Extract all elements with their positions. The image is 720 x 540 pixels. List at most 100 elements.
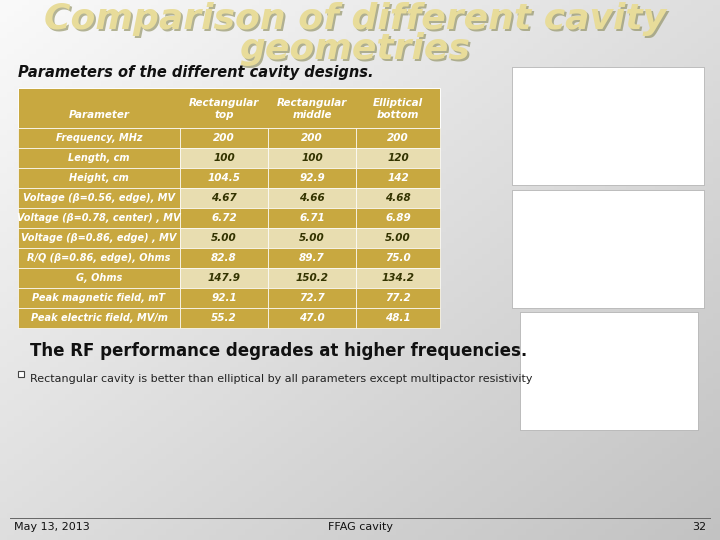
Bar bbox=[268, 248, 356, 268]
Bar bbox=[18, 88, 440, 128]
Bar bbox=[356, 288, 440, 308]
Text: 120: 120 bbox=[387, 153, 409, 163]
Text: 134.2: 134.2 bbox=[382, 273, 415, 283]
Bar bbox=[520, 312, 698, 430]
Text: 92.1: 92.1 bbox=[211, 293, 237, 303]
Bar bbox=[268, 148, 356, 168]
Text: Parameter: Parameter bbox=[68, 110, 130, 120]
Bar bbox=[18, 308, 180, 328]
Text: geometries: geometries bbox=[242, 34, 472, 68]
Bar bbox=[180, 168, 268, 188]
Bar bbox=[18, 228, 180, 248]
Bar bbox=[268, 128, 356, 148]
Text: R/Q (β=0.86, edge), Ohms: R/Q (β=0.86, edge), Ohms bbox=[27, 253, 171, 263]
Text: 4.67: 4.67 bbox=[211, 193, 237, 203]
Text: 200: 200 bbox=[387, 133, 409, 143]
Bar bbox=[18, 208, 180, 228]
Text: 77.2: 77.2 bbox=[385, 293, 411, 303]
Bar bbox=[356, 148, 440, 168]
Bar bbox=[18, 288, 180, 308]
Text: 5.00: 5.00 bbox=[299, 233, 325, 243]
Bar bbox=[268, 288, 356, 308]
Text: 6.72: 6.72 bbox=[211, 213, 237, 223]
Text: geometries: geometries bbox=[240, 32, 470, 66]
Bar bbox=[356, 228, 440, 248]
Text: 48.1: 48.1 bbox=[385, 313, 411, 323]
Bar bbox=[356, 168, 440, 188]
Bar bbox=[356, 248, 440, 268]
Bar bbox=[268, 168, 356, 188]
Text: 6.89: 6.89 bbox=[385, 213, 411, 223]
Text: 150.2: 150.2 bbox=[295, 273, 328, 283]
Bar bbox=[180, 288, 268, 308]
Text: Voltage (β=0.86, edge) , MV: Voltage (β=0.86, edge) , MV bbox=[22, 233, 176, 243]
Text: Elliptical: Elliptical bbox=[373, 98, 423, 108]
Bar bbox=[180, 268, 268, 288]
Text: G, Ohms: G, Ohms bbox=[76, 273, 122, 283]
Text: 55.2: 55.2 bbox=[211, 313, 237, 323]
Bar bbox=[18, 168, 180, 188]
Bar bbox=[180, 308, 268, 328]
Text: 82.8: 82.8 bbox=[211, 253, 237, 263]
Bar bbox=[180, 248, 268, 268]
Text: Peak electric field, MV/m: Peak electric field, MV/m bbox=[30, 313, 168, 323]
Bar bbox=[180, 208, 268, 228]
Bar bbox=[356, 268, 440, 288]
Bar bbox=[356, 128, 440, 148]
Bar bbox=[268, 308, 356, 328]
Bar bbox=[18, 268, 180, 288]
Bar bbox=[180, 228, 268, 248]
Text: 5.00: 5.00 bbox=[211, 233, 237, 243]
Text: 75.0: 75.0 bbox=[385, 253, 411, 263]
Text: Comparison of different cavity: Comparison of different cavity bbox=[46, 4, 668, 38]
Text: Comparison of different cavity: Comparison of different cavity bbox=[44, 2, 666, 36]
Bar bbox=[18, 148, 180, 168]
Bar bbox=[180, 128, 268, 148]
Text: Rectangular cavity is better than elliptical by all parameters except multipacto: Rectangular cavity is better than ellipt… bbox=[30, 374, 533, 384]
Bar bbox=[180, 148, 268, 168]
Text: 32: 32 bbox=[692, 522, 706, 532]
Text: top: top bbox=[215, 110, 234, 120]
Text: 92.9: 92.9 bbox=[299, 173, 325, 183]
Text: 100: 100 bbox=[301, 153, 323, 163]
Bar bbox=[180, 188, 268, 208]
Bar bbox=[18, 371, 24, 377]
Text: Voltage (β=0.78, center) , MV: Voltage (β=0.78, center) , MV bbox=[17, 213, 181, 223]
Bar bbox=[268, 228, 356, 248]
Text: Height, cm: Height, cm bbox=[69, 173, 129, 183]
Text: 4.68: 4.68 bbox=[385, 193, 411, 203]
Bar bbox=[18, 128, 180, 148]
Text: 6.71: 6.71 bbox=[299, 213, 325, 223]
Text: middle: middle bbox=[292, 110, 332, 120]
Bar bbox=[356, 308, 440, 328]
Text: 72.7: 72.7 bbox=[299, 293, 325, 303]
Text: 147.9: 147.9 bbox=[207, 273, 240, 283]
Text: Parameters of the different cavity designs.: Parameters of the different cavity desig… bbox=[18, 65, 374, 80]
Text: 100: 100 bbox=[213, 153, 235, 163]
Text: bottom: bottom bbox=[377, 110, 419, 120]
Text: Rectangular: Rectangular bbox=[189, 98, 259, 108]
Bar bbox=[512, 67, 704, 185]
Text: 200: 200 bbox=[213, 133, 235, 143]
Bar bbox=[18, 248, 180, 268]
Text: 142: 142 bbox=[387, 173, 409, 183]
Text: Frequency, MHz: Frequency, MHz bbox=[55, 133, 143, 143]
Text: 200: 200 bbox=[301, 133, 323, 143]
Text: Peak magnetic field, mT: Peak magnetic field, mT bbox=[32, 293, 166, 303]
Text: 5.00: 5.00 bbox=[385, 233, 411, 243]
Bar bbox=[356, 188, 440, 208]
Text: 4.66: 4.66 bbox=[299, 193, 325, 203]
Bar bbox=[268, 208, 356, 228]
Bar bbox=[18, 188, 180, 208]
Text: The RF performance degrades at higher frequencies.: The RF performance degrades at higher fr… bbox=[30, 342, 527, 360]
Text: 89.7: 89.7 bbox=[299, 253, 325, 263]
Text: Rectangular: Rectangular bbox=[276, 98, 347, 108]
Text: Length, cm: Length, cm bbox=[68, 153, 130, 163]
Bar bbox=[268, 268, 356, 288]
Text: 47.0: 47.0 bbox=[299, 313, 325, 323]
Bar bbox=[512, 190, 704, 308]
Bar bbox=[356, 208, 440, 228]
Text: May 13, 2013: May 13, 2013 bbox=[14, 522, 90, 532]
Bar bbox=[268, 188, 356, 208]
Text: Voltage (β=0.56, edge), MV: Voltage (β=0.56, edge), MV bbox=[23, 193, 175, 203]
